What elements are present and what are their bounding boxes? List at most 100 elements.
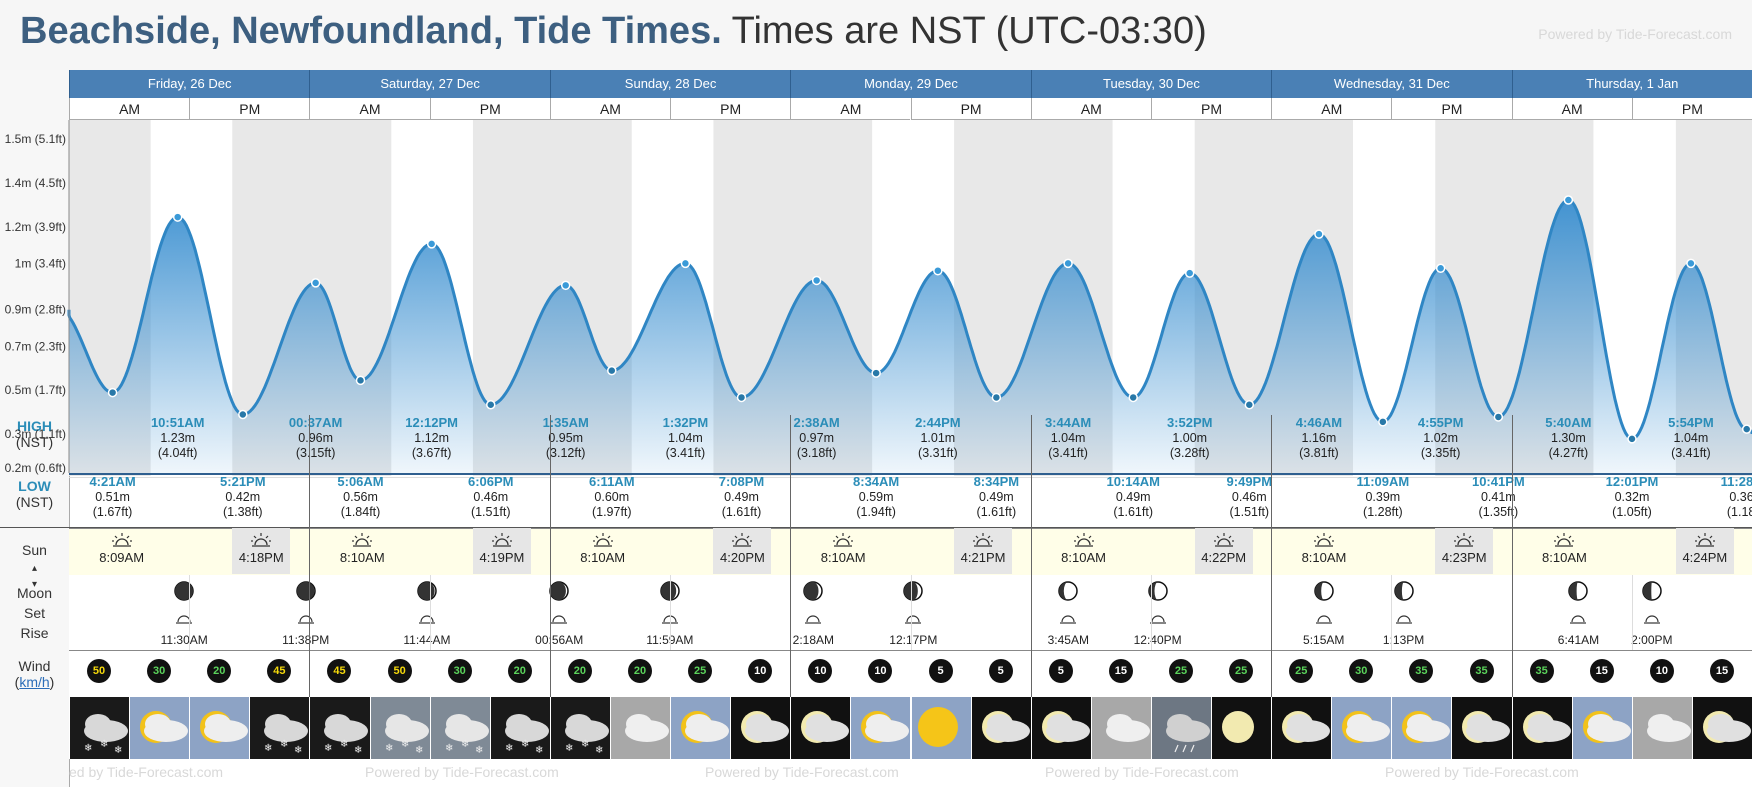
tide-height-ft: (3.15ft) [295,446,336,460]
low-tide-point[interactable] [486,400,496,410]
high-tide-point[interactable] [1686,258,1696,269]
tide-height-ft: (1.38ft) [222,505,263,519]
moon-set-cell: 5:15AM [1294,580,1354,647]
sun-time: 4:18PM [238,550,284,565]
moon-phase-icon [1313,581,1334,624]
moon-cloud-icon [970,697,1031,759]
high-tide-point[interactable] [560,280,571,291]
tide-height-m: 0.49m [978,490,1014,504]
tide-time: 9:49PM [1226,474,1273,489]
tide-height-m: 0.56m [343,490,378,504]
low-tide-point[interactable] [1627,434,1637,444]
low-tide-point[interactable] [871,368,881,378]
tide-height-m: 0.59m [858,490,894,504]
sun-rise-cell: 8:10AM [1295,528,1353,574]
wind-speed-badge: 10 [748,659,773,683]
location-title: Beachside, Newfoundland, Tide Times. [20,10,722,52]
low-tide-entry: 11:09AM 0.39m (1.28ft) [1343,474,1423,520]
pm-label: PM [189,98,310,120]
sun-set-cell: 4:21PM [954,528,1013,574]
low-tide-point[interactable] [107,387,118,398]
y-tick-label: 0.2m (0.6ft) [5,461,66,475]
high-tide-point[interactable] [1063,258,1073,269]
tide-height-ft: (1.97ft) [591,505,632,519]
timezone-text: Times are NST (UTC-03:30) [731,10,1207,52]
svg-text:❄: ❄ [354,745,362,756]
tide-height-ft: (3.18ft) [796,446,837,460]
low-tide-point[interactable] [991,392,1002,403]
low-tide-point[interactable] [355,375,366,386]
day-header: Tuesday, 30 Dec [1030,70,1271,98]
sunset-icon [251,533,272,547]
tide-height-m: 0.41m [1480,490,1516,504]
low-tide-point[interactable] [1493,412,1504,422]
tide-height-m: 0.39m [1365,490,1401,504]
moon-rise-cell: 1:13PM [1374,580,1434,647]
tide-time: 5:40AM [1545,415,1592,430]
sunset-icon [491,533,512,547]
weather-icon-graphic: ❄ ❄ ❄ [564,714,609,756]
svg-text:❄: ❄ [294,745,302,756]
svg-text:❄: ❄ [595,745,603,756]
weather-icon-graphic [917,707,958,747]
moon-time: 2:00PM [1631,633,1673,647]
half-day-divider [910,575,912,650]
tide-height-ft: (3.81ft) [1299,446,1339,460]
day-header: Thursday, 1 Jan [1511,70,1752,98]
am-label: AM [790,98,911,120]
high-tide-point[interactable] [933,265,943,276]
sun-set-cell: 4:23PM [1435,528,1494,574]
sunset-icon [1694,533,1715,547]
high-tide-point[interactable] [680,258,691,269]
low-tide-point[interactable] [1378,417,1388,427]
tide-time: 2:44PM [915,415,961,430]
moon-cloud-icon [1451,697,1512,759]
moon-phase-icon [295,581,316,624]
high-tide-point[interactable] [1314,229,1324,239]
high-tide-point[interactable] [310,278,321,288]
high-tide-point[interactable] [1184,268,1195,278]
am-label: AM [549,98,671,120]
sun-set-cell: 4:20PM [713,528,772,574]
sun-time: 8:09AM [99,550,145,565]
wind-speed-badge: 5 [1048,659,1073,683]
high-tide-point[interactable] [172,212,183,222]
tide-time: 1:35AM [542,415,589,430]
high-tide-point[interactable] [1563,195,1574,205]
low-tide-entry: 4:21AM 0.51m (1.67ft) [73,474,153,520]
tide-time: 10:41PM [1471,474,1525,489]
tide-height-m: 1.23m [160,431,196,445]
y-tick-label: 1.2m (3.9ft) [5,220,66,234]
high-tide-point[interactable] [426,239,437,249]
svg-text:❄: ❄ [475,745,483,756]
snow-night-icon: ❄ ❄ ❄ [309,697,370,759]
sun-label: Sun ▴ ▾ [22,542,47,590]
low-tide-point[interactable] [607,365,617,376]
high-tide-entry: 4:46AM 1.16m (3.81ft) [1279,415,1359,461]
low-tide-point[interactable] [1244,400,1255,410]
weather-icon-graphic [1522,711,1571,743]
wind-speed-badge: 5 [928,659,953,683]
moon-cloud-icon [790,697,851,759]
half-day-divider [429,575,431,650]
tide-height-ft: (1.84ft) [340,505,381,519]
sun-rise-cell: 8:10AM [814,528,872,574]
high-tide-point[interactable] [811,275,822,286]
wind-unit-link[interactable]: km/h [19,674,50,690]
tide-height-ft: (3.31ft) [918,446,958,460]
wind-speed-badge: 50 [387,659,412,683]
day-header: Friday, 26 Dec [69,70,309,98]
low-tide-entry: 6:06PM 0.46m (1.51ft) [451,474,531,520]
wind-speed-badge: 20 [507,659,532,683]
moon-cloud-icon [730,697,791,759]
tide-time: 7:08PM [718,474,765,489]
low-tide-point[interactable] [736,392,747,403]
low-tide-point[interactable] [1128,392,1138,403]
low-tide-point[interactable] [238,409,248,420]
high-tide-point[interactable] [1435,263,1446,273]
wind-row [69,651,1752,697]
pm-label: PM [429,98,550,120]
powered-by-text[interactable]: Powered by Tide-Forecast.com [1538,26,1732,42]
moon-time: 6:41AM [1557,633,1600,647]
low-tide-point[interactable] [1741,424,1752,434]
